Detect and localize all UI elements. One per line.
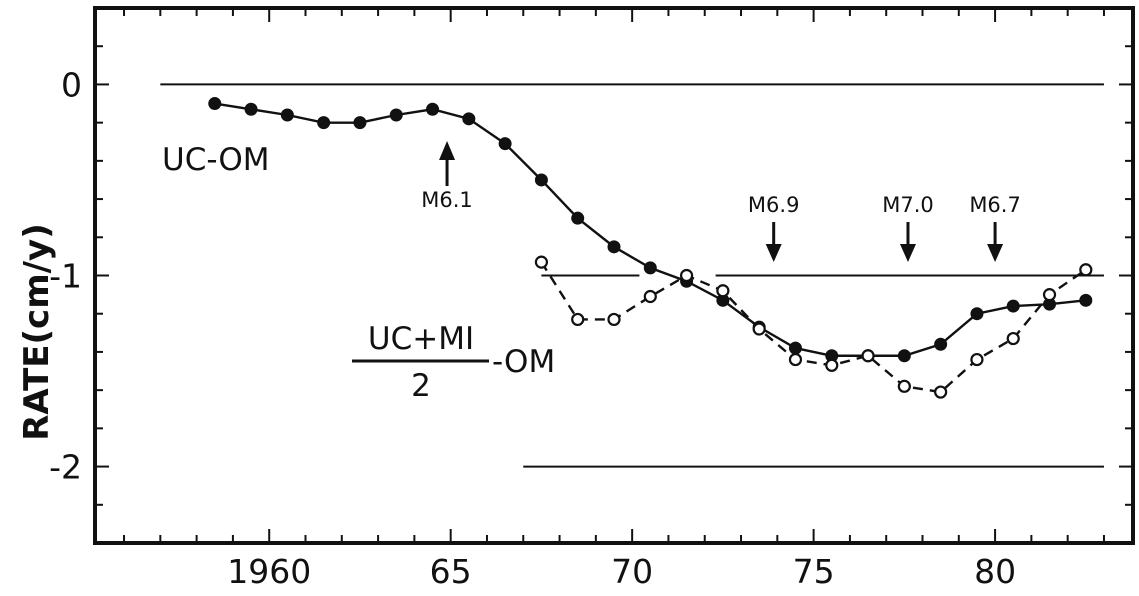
data-point-filled [643, 261, 657, 275]
data-point-filled [607, 240, 621, 254]
data-point-filled [208, 97, 222, 111]
arrow-head-down-icon [987, 244, 1004, 262]
data-point-filled [244, 102, 258, 116]
data-point-filled [934, 337, 948, 351]
data-point-open [934, 385, 948, 399]
data-point-open [861, 349, 875, 363]
data-point-filled [353, 116, 367, 130]
data-point-filled [970, 307, 984, 321]
x-tick-label: 1960 [227, 552, 311, 591]
data-point-filled [389, 108, 403, 122]
data-point-open [752, 322, 766, 336]
data-point-filled [280, 108, 294, 122]
quake-label: M7.0 [882, 193, 934, 217]
data-point-filled [571, 211, 585, 225]
y-tick-label: -1 [49, 257, 82, 296]
x-tick-label: 80 [974, 552, 1016, 591]
data-point-open [1006, 331, 1020, 346]
arrow-head-up-icon [439, 141, 456, 160]
data-point-open [1079, 263, 1093, 277]
data-point-open [571, 312, 585, 327]
reference-lines [160, 83, 1104, 468]
x-tick-label: 75 [793, 552, 835, 591]
axis-ticks: 1960 65 70 75 80 0 -1 -2 [49, 7, 1133, 591]
data-point-open [534, 255, 549, 269]
arrow-head-down-icon [765, 244, 782, 262]
y-tick-label: 0 [61, 65, 82, 104]
data-point-open [1042, 288, 1057, 302]
fraction-suffix: -OM [492, 344, 555, 380]
quake-label: M6.7 [969, 193, 1021, 217]
data-point-filled [534, 173, 548, 187]
data-point-filled [498, 137, 512, 151]
data-point-open [643, 289, 657, 304]
data-point-open [788, 352, 803, 367]
data-point-open [716, 284, 730, 298]
x-tick-label: 65 [430, 552, 472, 591]
series-line-ucmi-om [540, 261, 1087, 394]
data-point-filled [897, 349, 911, 363]
data-point-filled [1006, 299, 1020, 313]
data-point-filled [1079, 293, 1093, 307]
series-label-uc-om: UC-OM [162, 142, 270, 178]
data-point-open [897, 379, 911, 393]
data-point-filled [426, 102, 440, 116]
data-point-filled [462, 112, 476, 126]
data-point-filled [788, 341, 802, 355]
quake-label: M6.9 [748, 193, 800, 217]
data-point-filled [317, 116, 331, 130]
series-line-uc-om [214, 102, 1086, 357]
y-axis-label: RATE(cm/y) [17, 223, 57, 441]
data-point-open [607, 312, 621, 327]
fraction-numerator: UC+MI [368, 321, 474, 357]
x-tick-label: 70 [611, 552, 653, 591]
fraction-denominator: 2 [411, 368, 431, 404]
quake-label: M6.1 [421, 188, 473, 212]
data-point-open [825, 358, 839, 372]
fraction-label: UC+MI 2 -OM [352, 321, 555, 404]
annotations-layer: M6.1 M6.9 M7.0 M6.7 [421, 141, 1021, 262]
data-point-open [679, 268, 694, 283]
series-layer [208, 97, 1093, 399]
y-tick-label: -2 [49, 448, 82, 487]
arrow-head-down-icon [899, 244, 916, 262]
data-point-open [970, 352, 984, 367]
